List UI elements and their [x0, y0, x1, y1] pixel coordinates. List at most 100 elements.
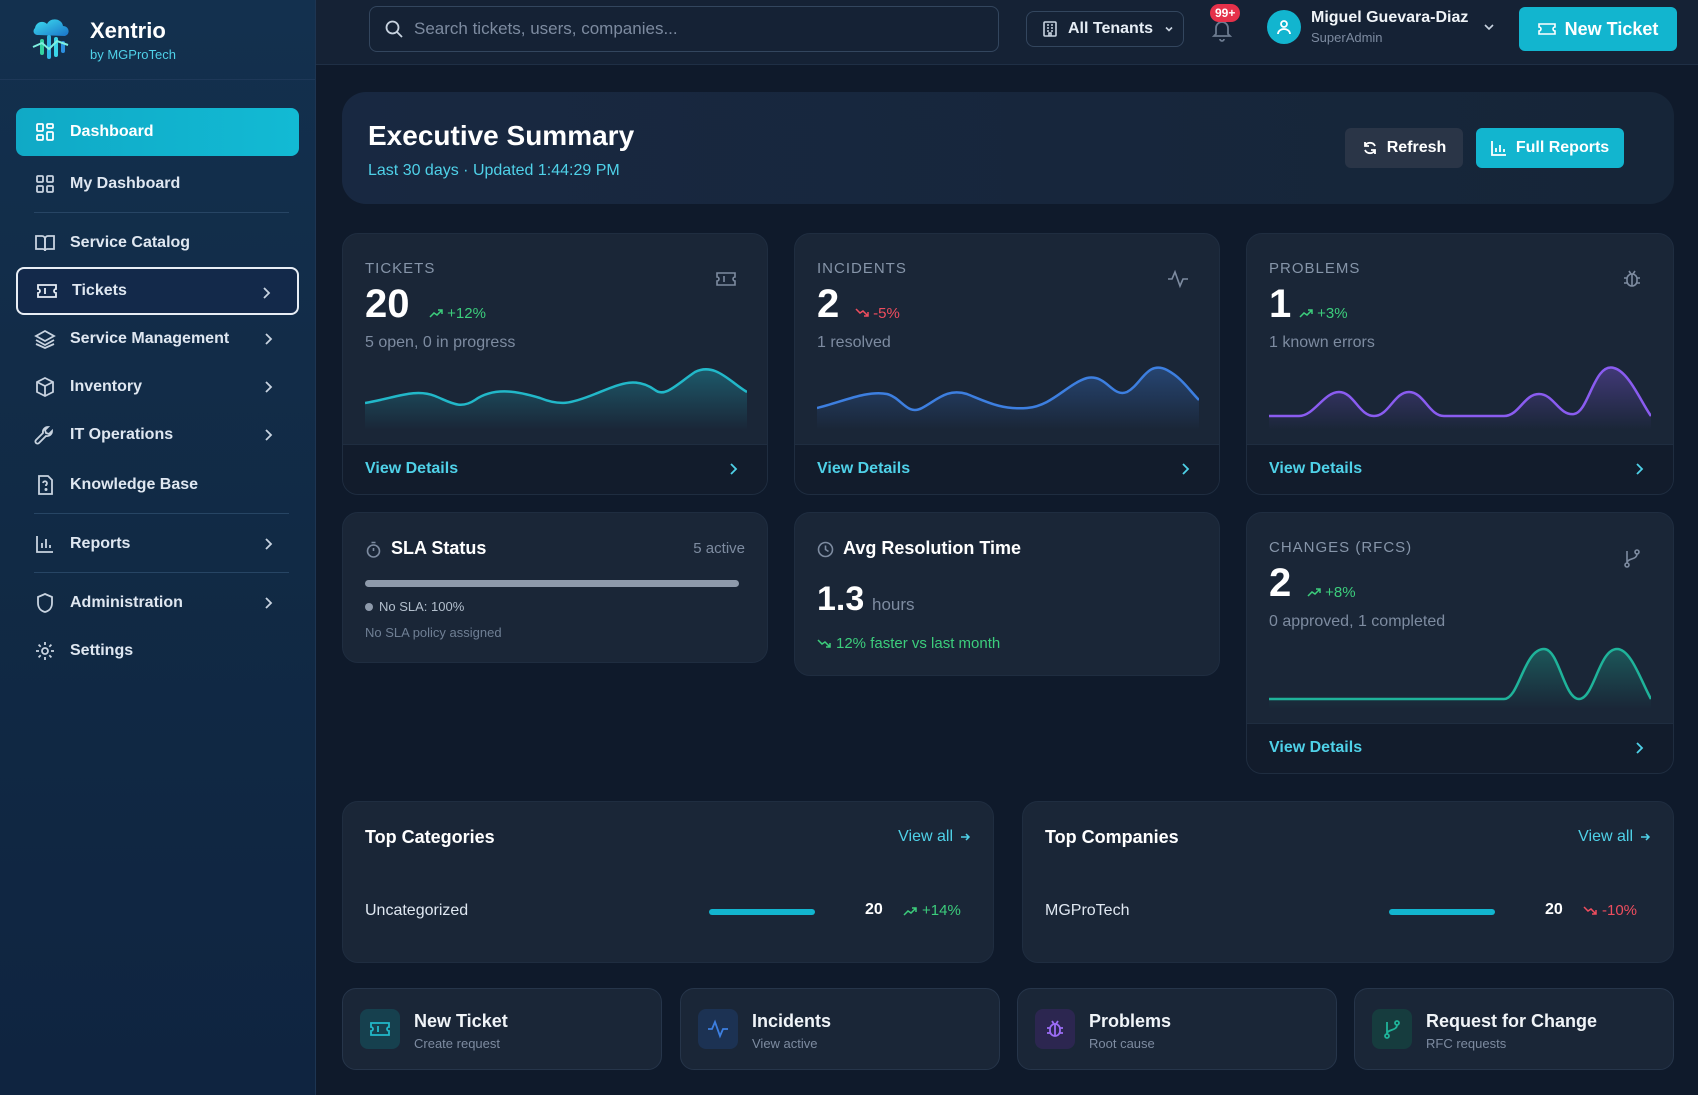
trend-down-icon	[855, 308, 869, 317]
book-open-icon	[34, 232, 56, 254]
ticket-icon	[716, 272, 736, 286]
sidebar-item-reports[interactable]: Reports	[16, 520, 299, 568]
sla-title: SLA Status	[391, 538, 487, 558]
avg-resolution-title: Avg Resolution Time	[843, 538, 1022, 558]
search-input[interactable]	[414, 19, 974, 39]
sidebar-item-service-catalog[interactable]: Service Catalog	[16, 219, 299, 267]
refresh-button[interactable]: Refresh	[1345, 128, 1463, 168]
avg-resolution-unit: hours	[872, 595, 915, 614]
brand[interactable]: Xentrio by MGProTech	[0, 0, 315, 80]
view-details-link[interactable]: View Details	[817, 460, 911, 477]
quick-action-new-ticket[interactable]: New Ticket Create request	[342, 988, 662, 1070]
sidebar-item-label: Dashboard	[70, 123, 154, 140]
problems-view-details[interactable]: View Details	[1247, 444, 1673, 494]
view-details-link[interactable]: View Details	[1269, 739, 1363, 756]
card-description: 1 resolved	[817, 334, 891, 351]
search-box[interactable]	[369, 6, 999, 52]
sparkline-line	[817, 366, 1199, 412]
chevron-right-icon	[730, 463, 738, 475]
notification-badge: 99+	[1210, 4, 1241, 22]
quick-action-subtitle: Root cause	[1089, 1036, 1155, 1051]
category-count: 20	[865, 901, 883, 918]
incidents-view-details[interactable]: View Details	[795, 444, 1219, 494]
category-name: Uncategorized	[365, 902, 469, 919]
avatar	[1267, 10, 1301, 44]
ticket-icon	[1537, 23, 1556, 35]
sparkline-area	[365, 369, 747, 430]
sidebar-item-label: Inventory	[70, 378, 143, 395]
sla-status-card: SLA Status 5 active No SLA: 100% No SLA …	[342, 512, 768, 663]
card-delta: +12%	[429, 305, 486, 322]
bug-icon	[1035, 1009, 1075, 1049]
quick-action-request-for-change[interactable]: Request for Change RFC requests	[1354, 988, 1674, 1070]
tickets-view-details[interactable]: View Details	[343, 444, 767, 494]
trend-up-icon	[1307, 588, 1321, 597]
top-categories-view-all[interactable]: View all	[898, 828, 971, 846]
chevron-right-icon	[1636, 463, 1644, 475]
company-delta: -10%	[1583, 902, 1637, 919]
sidebar-item-settings[interactable]: Settings	[16, 627, 299, 675]
card-value: 1	[1269, 282, 1292, 326]
sla-note: No SLA policy assigned	[365, 625, 502, 640]
sidebar-item-administration[interactable]: Administration	[16, 579, 299, 627]
sidebar-item-dashboard[interactable]: Dashboard	[16, 108, 299, 156]
quick-action-incidents[interactable]: Incidents View active	[680, 988, 1000, 1070]
card-value: 2	[1269, 561, 1292, 605]
sla-active-count: 5 active	[693, 540, 745, 557]
nav-divider	[34, 572, 289, 573]
main-content: Executive Summary Last 30 days · Updated…	[316, 65, 1698, 1095]
sidebar-item-tickets[interactable]: Tickets	[16, 267, 299, 315]
sidebar-item-my-dashboard[interactable]: My Dashboard	[16, 160, 299, 208]
box-icon	[34, 376, 56, 398]
executive-summary: Executive Summary Last 30 days · Updated…	[342, 92, 1674, 204]
tickets-sparkline	[365, 368, 747, 430]
user-menu[interactable]: Miguel Guevara-Diaz SuperAdmin	[1267, 9, 1496, 45]
chevron-right-icon	[263, 287, 271, 299]
page-title: Executive Summary	[368, 120, 635, 151]
quick-action-problems[interactable]: Problems Root cause	[1017, 988, 1337, 1070]
card-label: CHANGES (RFCS)	[1269, 539, 1413, 556]
top-companies-card: Top Companies View all MGProTech 20 -10%	[1022, 801, 1674, 963]
sidebar-item-inventory[interactable]: Inventory	[16, 363, 299, 411]
sidebar-item-knowledge-base[interactable]: Knowledge Base	[16, 461, 299, 509]
xentrio-logo-icon	[32, 18, 69, 59]
trend-up-icon	[1299, 309, 1313, 318]
changes-sparkline	[1269, 647, 1651, 709]
new-ticket-button[interactable]: New Ticket	[1519, 7, 1677, 51]
user-icon	[1277, 20, 1291, 35]
chevron-right-icon	[265, 333, 273, 345]
card-description: 5 open, 0 in progress	[365, 334, 516, 351]
activity-icon	[1168, 269, 1188, 289]
changes-view-details[interactable]: View Details	[1247, 723, 1673, 773]
chevron-right-icon	[1636, 742, 1644, 754]
card-label: TICKETS	[365, 260, 436, 277]
top-header: All Tenants 99+ Miguel Guevara-Diaz Supe…	[316, 0, 1698, 65]
view-details-link[interactable]: View Details	[1269, 460, 1363, 477]
legend-dot	[365, 602, 373, 611]
arrow-right-icon	[961, 833, 971, 841]
top-companies-view-all[interactable]: View all	[1578, 828, 1651, 846]
card-delta: +3%	[1299, 305, 1348, 322]
building-icon	[1043, 21, 1057, 37]
timer-icon	[366, 541, 381, 558]
sidebar-item-it-operations[interactable]: IT Operations	[16, 411, 299, 459]
quick-action-subtitle: RFC requests	[1426, 1036, 1507, 1051]
tenant-selector[interactable]: All Tenants	[1026, 11, 1184, 47]
sidebar-item-label: Tickets	[72, 282, 127, 299]
new-ticket-label: New Ticket	[1564, 18, 1659, 39]
chevron-right-icon	[265, 597, 273, 609]
sidebar-item-label: IT Operations	[70, 426, 174, 443]
category-share-bar	[709, 909, 815, 915]
view-details-link[interactable]: View Details	[365, 460, 459, 477]
ticket-icon	[36, 280, 58, 302]
full-reports-button[interactable]: Full Reports	[1476, 128, 1624, 168]
bell-icon[interactable]	[1206, 14, 1238, 46]
chevron-right-icon	[265, 381, 273, 393]
chevron-right-icon	[265, 538, 273, 550]
sidebar-item-service-management[interactable]: Service Management	[16, 315, 299, 363]
git-branch-icon	[1372, 1009, 1412, 1049]
grid-icon	[34, 173, 56, 195]
nav-divider	[34, 513, 289, 514]
quick-action-title: New Ticket	[414, 1011, 508, 1031]
card-description: 1 known errors	[1269, 334, 1375, 351]
